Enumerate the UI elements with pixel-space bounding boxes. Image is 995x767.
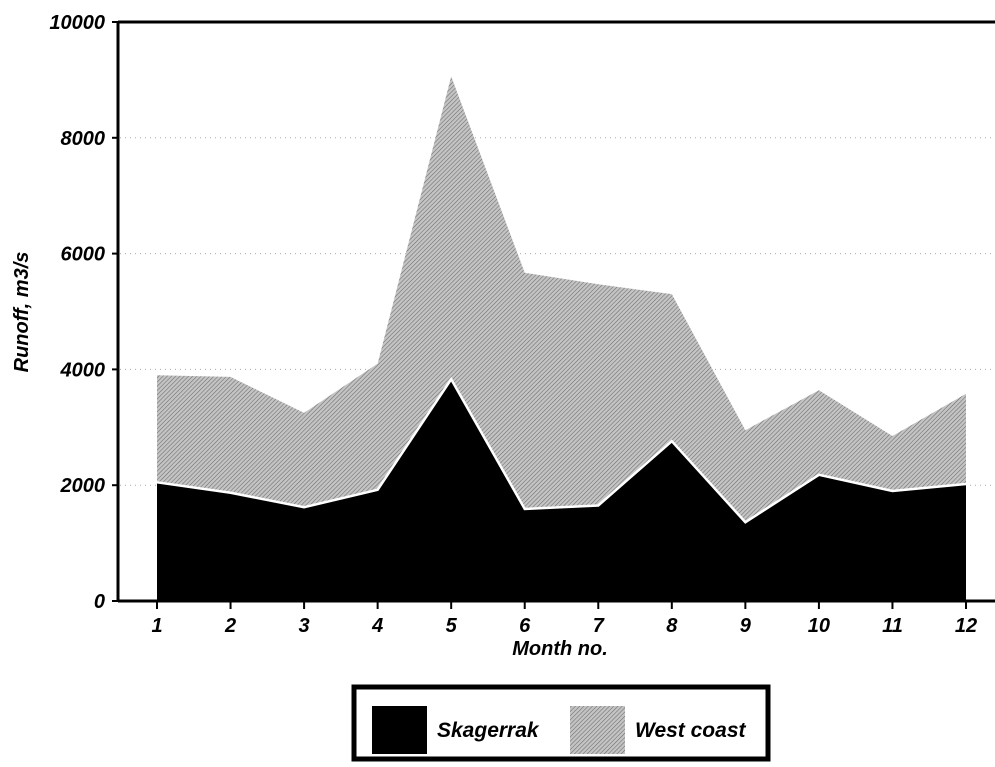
- x-ticks: 1 2 3 4 5 6 7 8 9 10 11 12: [151, 601, 977, 637]
- y-tick-label: 2000: [60, 475, 106, 497]
- x-tick-label: 4: [371, 615, 383, 637]
- x-tick-label: 3: [299, 615, 310, 637]
- legend-label-west-coast: West coast: [635, 719, 746, 742]
- x-tick-label: 9: [740, 615, 752, 637]
- x-tick-label: 5: [446, 615, 458, 637]
- x-tick-label: 10: [808, 615, 830, 637]
- x-tick-label: 11: [882, 615, 903, 637]
- x-tick-label: 8: [666, 615, 678, 637]
- legend: Skagerrak West coast: [351, 684, 771, 762]
- legend-swatch-west-coast: [570, 706, 625, 754]
- legend-swatch-skagerrak: [372, 706, 427, 754]
- y-axis-label: Runoff, m3/s: [11, 252, 33, 373]
- x-tick-label: 2: [224, 615, 236, 637]
- y-tick-label: 0: [94, 591, 105, 613]
- x-tick-label: 12: [955, 615, 977, 637]
- x-tick-label: 7: [593, 615, 605, 637]
- x-tick-label: 6: [519, 615, 531, 637]
- y-tick-label: 4000: [60, 359, 106, 381]
- series-boundary-line: [156, 376, 967, 524]
- y-tick-label: 10000: [49, 12, 105, 34]
- legend-label-skagerrak: Skagerrak: [437, 719, 540, 742]
- area-skagerrak: [157, 379, 966, 601]
- area-series-group: [156, 76, 967, 601]
- y-ticks: 0 2000 4000 6000 8000 10000: [49, 12, 118, 613]
- y-tick-label: 6000: [61, 244, 106, 266]
- x-axis-label: Month no.: [512, 638, 608, 660]
- area-west-coast: [157, 76, 966, 523]
- x-tick-label: 1: [151, 615, 162, 637]
- axes: [116, 20, 995, 603]
- y-tick-label: 8000: [61, 128, 106, 150]
